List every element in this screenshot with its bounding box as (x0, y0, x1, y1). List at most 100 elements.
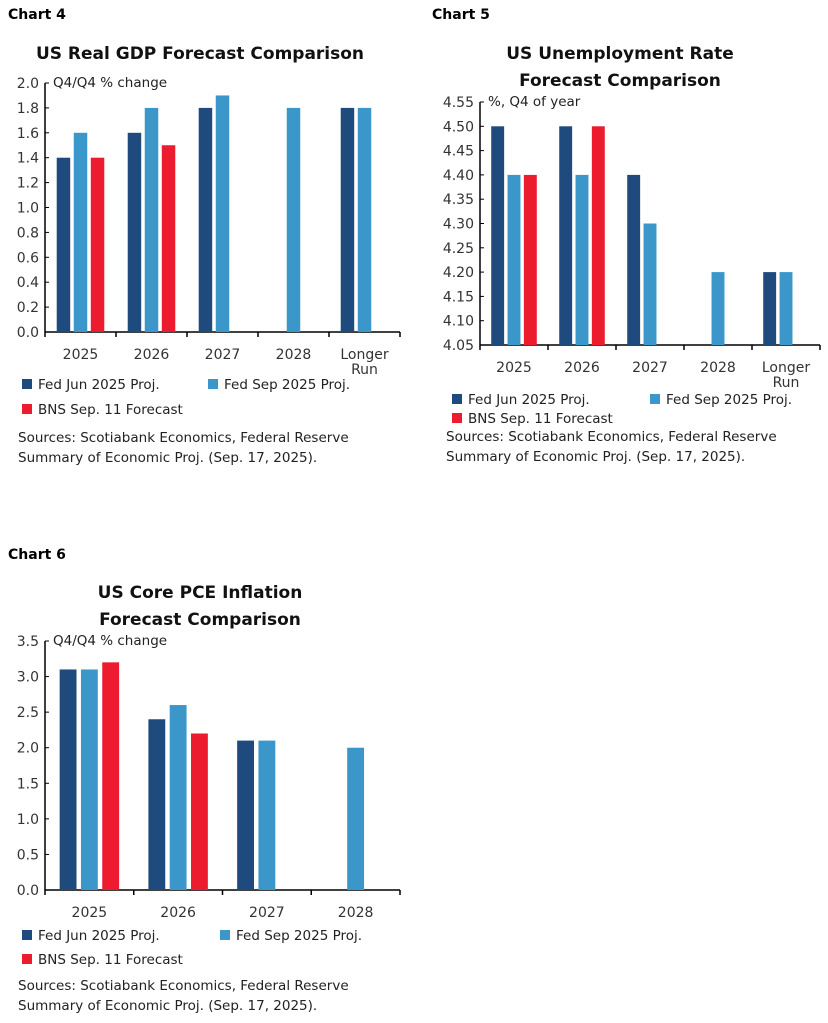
y-tick-label: 0.0 (17, 325, 39, 341)
legend-label: Fed Jun 2025 Proj. (38, 928, 160, 944)
chart-label: Chart 6 (8, 547, 66, 563)
x-tick-label: 2025 (72, 905, 108, 921)
chart-title: Forecast Comparison (99, 610, 301, 630)
x-tick-label: 2027 (205, 347, 241, 363)
y-tick-label: 0.0 (17, 883, 39, 899)
x-tick-label: 2026 (160, 905, 196, 921)
y-tick-label: 4.40 (443, 168, 474, 184)
x-tick-label: 2028 (700, 360, 736, 376)
bar-fed-sep-2025-proj--longer-run (357, 107, 372, 333)
x-tick-label: 2025 (63, 347, 99, 363)
y-tick-label: 2.5 (17, 705, 39, 721)
y-tick-label: 4.30 (443, 217, 474, 233)
sources-note: Sources: Scotiabank Economics, Federal R… (446, 429, 777, 445)
y-tick-label: 4.25 (443, 241, 474, 257)
y-tick-label: 2.0 (17, 741, 39, 757)
sources-note: Sources: Scotiabank Economics, Federal R… (18, 978, 349, 994)
sources-note: Summary of Economic Proj. (Sep. 17, 2025… (18, 998, 318, 1014)
sources-note: Summary of Economic Proj. (Sep. 17, 2025… (18, 450, 318, 466)
bar-fed-sep-2025-proj--2027 (258, 740, 276, 890)
x-tick-label: 2026 (564, 360, 600, 376)
x-tick-label: Longer Run (340, 347, 388, 378)
y-tick-label: 1.4 (17, 151, 39, 167)
unit-note: Q4/Q4 % change (53, 633, 168, 649)
y-tick-label: 3.0 (17, 670, 39, 686)
bar-fed-jun-2025-proj--longer-run (340, 107, 355, 333)
bar-bns-sep-11-forecast-2026 (190, 733, 208, 890)
chart-label: Chart 4 (8, 7, 66, 23)
legend-label: Fed Sep 2025 Proj. (666, 392, 792, 408)
y-tick-label: 0.8 (17, 225, 39, 241)
y-tick-label: 4.10 (443, 314, 474, 330)
legend-label: BNS Sep. 11 Forecast (38, 402, 183, 418)
bar-fed-sep-2025-proj--2025 (507, 174, 521, 345)
bar-bns-sep-11-forecast-2025 (102, 662, 120, 890)
y-tick-label: 1.6 (17, 126, 39, 142)
bar-fed-jun-2025-proj--2026 (148, 719, 166, 890)
y-tick-label: 1.0 (17, 812, 39, 828)
bar-fed-sep-2025-proj--2026 (169, 705, 187, 890)
x-tick-label: 2027 (632, 360, 668, 376)
x-tick-label: Longer Run (762, 360, 810, 391)
x-tick-label: 2028 (276, 347, 312, 363)
y-tick-label: 4.15 (443, 289, 474, 305)
x-tick-label: 2027 (249, 905, 285, 921)
legend-label: Fed Jun 2025 Proj. (38, 377, 160, 393)
bar-fed-jun-2025-proj--longer-run (763, 272, 777, 345)
bar-fed-sep-2025-proj--2026 (144, 107, 159, 333)
y-tick-label: 0.5 (17, 847, 39, 863)
y-tick-label: 2.0 (17, 76, 39, 92)
bar-fed-jun-2025-proj--2027 (198, 107, 213, 333)
legend-swatch (208, 379, 218, 389)
bar-fed-jun-2025-proj--2025 (491, 126, 505, 345)
legend-label: BNS Sep. 11 Forecast (38, 952, 183, 968)
legend-swatch (452, 413, 462, 423)
bar-bns-sep-11-forecast-2025 (523, 174, 537, 345)
bar-fed-sep-2025-proj--longer-run (779, 272, 793, 345)
bar-fed-sep-2025-proj--2025 (73, 132, 88, 332)
bar-bns-sep-11-forecast-2026 (161, 145, 176, 332)
unit-note: Q4/Q4 % change (53, 75, 168, 91)
bar-fed-sep-2025-proj--2027 (215, 95, 230, 332)
bar-fed-sep-2025-proj--2028 (347, 747, 365, 890)
y-tick-label: 1.8 (17, 101, 39, 117)
y-tick-label: 4.05 (443, 338, 474, 354)
sources-note: Summary of Economic Proj. (Sep. 17, 2025… (446, 449, 746, 465)
legend-label: Fed Jun 2025 Proj. (468, 392, 590, 408)
legend-swatch (22, 404, 32, 414)
bar-bns-sep-11-forecast-2026 (591, 126, 605, 345)
bar-fed-sep-2025-proj--2026 (575, 174, 589, 345)
y-tick-label: 1.0 (17, 201, 39, 217)
chart-title: US Core PCE Inflation (97, 583, 303, 603)
unit-note: %, Q4 of year (488, 94, 581, 110)
bar-bns-sep-11-forecast-2025 (90, 157, 105, 332)
bar-fed-sep-2025-proj--2025 (80, 669, 98, 890)
legend-label: BNS Sep. 11 Forecast (468, 411, 613, 427)
legend-swatch (650, 394, 660, 404)
bar-fed-sep-2025-proj--2028 (711, 272, 725, 345)
x-tick-label: 2025 (496, 360, 532, 376)
y-tick-label: 4.55 (443, 95, 474, 111)
bar-fed-jun-2025-proj--2025 (56, 157, 71, 332)
y-tick-label: 4.50 (443, 119, 474, 135)
chart-label: Chart 5 (432, 7, 490, 23)
legend-swatch (22, 930, 32, 940)
legend-swatch (22, 954, 32, 964)
y-tick-label: 4.45 (443, 144, 474, 160)
legend-swatch (452, 394, 462, 404)
x-tick-label: 2028 (338, 905, 374, 921)
bar-fed-jun-2025-proj--2027 (237, 740, 255, 890)
y-tick-label: 4.20 (443, 265, 474, 281)
bar-fed-jun-2025-proj--2027 (627, 174, 641, 345)
bar-fed-sep-2025-proj--2028 (286, 107, 301, 333)
chart-title: Forecast Comparison (519, 71, 721, 91)
sources-note: Sources: Scotiabank Economics, Federal R… (18, 430, 349, 446)
legend-label: Fed Sep 2025 Proj. (236, 928, 362, 944)
chart-title: US Unemployment Rate (506, 44, 734, 64)
legend-label: Fed Sep 2025 Proj. (224, 377, 350, 393)
bar-fed-jun-2025-proj--2025 (59, 669, 77, 890)
legend-swatch (22, 379, 32, 389)
y-tick-label: 0.6 (17, 250, 39, 266)
bar-fed-sep-2025-proj--2027 (643, 223, 657, 345)
y-tick-label: 3.5 (17, 634, 39, 650)
